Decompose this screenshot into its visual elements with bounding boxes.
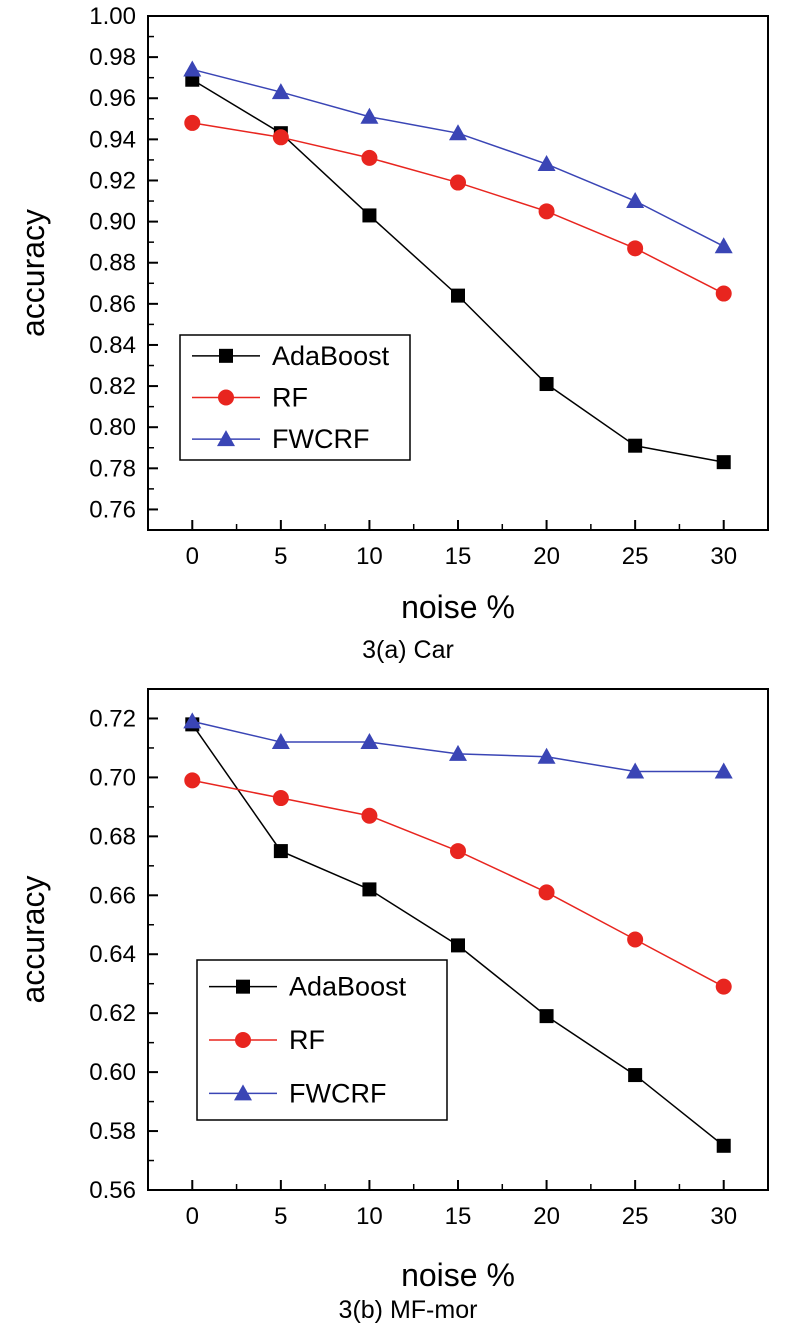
series-line-rf	[192, 779, 725, 988]
y-axis-title: accuracy	[15, 875, 51, 1003]
data-point-adaboost	[628, 1068, 643, 1083]
x-tick-label: 10	[356, 543, 383, 570]
y-tick-label: 0.90	[89, 209, 136, 236]
legend-marker	[217, 430, 235, 447]
y-tick-label: 0.96	[89, 85, 136, 112]
y-tick-label: 1.00	[89, 3, 136, 30]
data-point-adaboost	[539, 1009, 554, 1024]
data-point-fwcrf	[449, 124, 467, 141]
x-tick-label: 5	[274, 1203, 287, 1230]
data-point-fwcrf	[626, 762, 645, 779]
y-axis-title: accuracy	[15, 209, 51, 337]
y-tick-label: 0.82	[89, 373, 136, 400]
x-tick-label: 25	[622, 1203, 649, 1230]
x-tick-label: 30	[710, 1203, 737, 1230]
y-tick-label: 0.80	[89, 414, 136, 441]
y-tick-label: 0.84	[89, 332, 136, 359]
data-point-rf	[361, 807, 378, 824]
y-tick-label: 0.56	[89, 1177, 136, 1204]
y-tick-label: 0.88	[89, 250, 136, 277]
x-tick-label: 25	[622, 543, 649, 570]
legend-marker	[236, 979, 250, 994]
data-point-fwcrf	[449, 744, 467, 761]
series-line-fwcrf	[192, 68, 725, 247]
data-point-adaboost	[628, 438, 643, 453]
data-point-rf	[361, 149, 378, 166]
data-point-rf	[538, 203, 555, 220]
data-point-rf	[627, 240, 644, 257]
chart-caption: 3(a) Car	[362, 636, 454, 664]
data-point-adaboost	[716, 455, 731, 470]
data-point-fwcrf	[537, 155, 556, 172]
legend-marker	[234, 1084, 252, 1101]
x-tick-label: 5	[274, 543, 287, 570]
y-tick-label: 0.66	[89, 882, 136, 909]
y-tick-label: 0.72	[89, 705, 136, 732]
legend-label-rf: RF	[289, 1025, 325, 1055]
x-tick-label: 20	[533, 543, 560, 570]
data-point-adaboost	[362, 882, 377, 897]
data-point-adaboost	[273, 844, 288, 859]
legend-label-adaboost: AdaBoost	[289, 972, 407, 1002]
x-tick-label: 0	[186, 543, 199, 570]
y-tick-label: 0.98	[89, 44, 136, 71]
data-point-fwcrf	[360, 733, 379, 750]
data-point-fwcrf	[360, 107, 379, 124]
legend-label-rf: RF	[272, 383, 308, 413]
data-point-fwcrf	[714, 762, 733, 779]
data-point-rf	[715, 285, 732, 302]
x-tick-label: 15	[445, 1203, 472, 1230]
y-tick-label: 0.78	[89, 455, 136, 482]
data-point-fwcrf	[271, 83, 290, 100]
data-point-fwcrf	[183, 712, 202, 729]
data-point-fwcrf	[537, 747, 556, 764]
legend-marker	[219, 348, 233, 363]
chart-car: 0.76 0.78 0.80 0.82 0.84 0.86 0.88 0.90 0.92 0.94…	[15, 3, 769, 664]
x-axis-title: noise %	[401, 1257, 515, 1293]
data-point-adaboost	[716, 1138, 731, 1153]
x-tick-label: 15	[445, 543, 472, 570]
y-tick-label: 0.92	[89, 167, 136, 194]
y-tick-label: 0.62	[89, 1000, 136, 1027]
y-tick-label: 0.64	[89, 941, 136, 968]
y-tick-label: 0.76	[89, 496, 136, 523]
data-point-adaboost	[451, 288, 465, 303]
legend-marker	[218, 389, 234, 406]
legend-label-adaboost: AdaBoost	[272, 341, 390, 371]
y-tick-label: 0.60	[89, 1059, 136, 1086]
data-point-rf	[272, 790, 289, 807]
legend-marker	[235, 1032, 251, 1048]
chart-mf-mor: 0.56 0.58 0.60 0.62 0.64 0.66 0.68 0.70 0.72 0 5 10…	[15, 688, 769, 1323]
x-tick-label: 30	[710, 543, 737, 570]
legend-label-fwcrf: FWCRF	[272, 424, 369, 454]
data-point-fwcrf	[271, 733, 290, 750]
data-point-adaboost	[362, 208, 377, 223]
data-point-rf	[450, 843, 466, 860]
y-tick-label: 0.94	[89, 126, 136, 153]
x-tick-label: 0	[186, 1203, 199, 1230]
data-point-adaboost	[539, 377, 554, 392]
data-point-fwcrf	[626, 192, 645, 209]
x-tick-label: 20	[533, 1203, 560, 1230]
data-point-rf	[184, 772, 201, 789]
data-point-fwcrf	[183, 60, 202, 77]
data-point-fwcrf	[714, 237, 733, 254]
x-tick-label: 10	[356, 1203, 383, 1230]
y-tick-label: 0.68	[89, 823, 136, 850]
y-tick-label: 0.86	[89, 291, 136, 318]
data-point-rf	[715, 978, 732, 995]
series-line-rf	[192, 122, 725, 295]
data-point-rf	[538, 884, 555, 901]
y-tick-label: 0.58	[89, 1118, 136, 1145]
x-axis-title: noise %	[401, 589, 515, 625]
y-tick-label: 0.70	[89, 764, 136, 791]
data-point-adaboost	[451, 938, 465, 953]
chart-caption: 3(b) MF-mor	[339, 1296, 478, 1323]
data-point-rf	[450, 174, 466, 191]
data-point-rf	[184, 114, 201, 131]
data-point-rf	[272, 129, 289, 146]
data-point-rf	[627, 931, 644, 948]
legend-label-fwcrf: FWCRF	[289, 1078, 386, 1108]
